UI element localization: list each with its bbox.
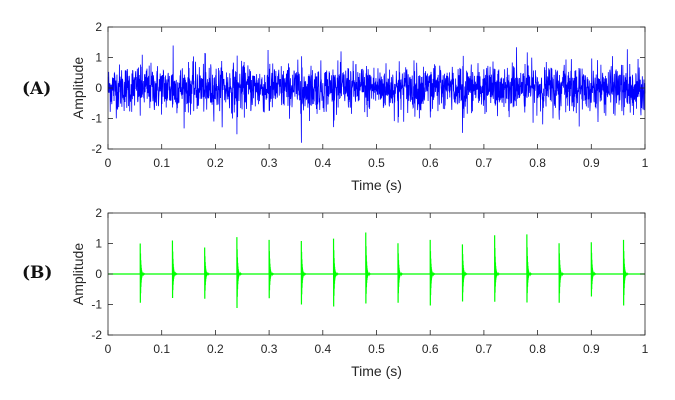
y-tick-label: -2	[91, 142, 102, 156]
x-tick-label: 0	[105, 342, 112, 356]
y-tick-label: 0	[95, 267, 102, 281]
y-tick-label: -2	[91, 328, 102, 342]
x-tick-label: 1	[642, 342, 649, 356]
y-tick-label: 1	[95, 51, 102, 65]
x-tick-label: 0.8	[529, 342, 546, 356]
y-tick-label: 2	[95, 206, 102, 220]
x-tick-label: 0.6	[422, 156, 439, 170]
y-tick-label: 1	[95, 237, 102, 251]
y-tick-label: -1	[91, 298, 102, 312]
plot-a: 0 0.1 0.2 0.3 0.4 0.5 0.6 0.7 0.8 0.9 1 -2 -1 0 1 2 Time…	[22, 20, 649, 193]
x-tick-label: 0.8	[529, 156, 546, 170]
x-tick-label: 0.4	[314, 156, 331, 170]
x-tick-label: 0	[105, 156, 112, 170]
x-tick-label: 0.7	[476, 156, 493, 170]
x-axis-label: Time (s)	[351, 363, 402, 379]
x-tick-label: 0.2	[207, 156, 224, 170]
x-tick-label: 0.9	[583, 342, 600, 356]
series-line	[108, 232, 645, 308]
x-axis-label: Time (s)	[351, 177, 402, 193]
x-tick-label: 0.6	[422, 342, 439, 356]
x-tick-label: 0.3	[261, 342, 278, 356]
x-tick-label: 0.1	[153, 156, 170, 170]
x-tick-label: 0.1	[153, 342, 170, 356]
y-tick-label: -1	[91, 112, 102, 126]
y-tick-label: 2	[95, 20, 102, 34]
x-tick-label: 0.5	[368, 342, 385, 356]
plot-b: 0 0.1 0.2 0.3 0.4 0.5 0.6 0.7 0.8 0.9 1 -2 -1 0 1 2 Time…	[22, 206, 649, 379]
x-tick-label: 0.4	[314, 342, 331, 356]
x-tick-label: 1	[642, 156, 649, 170]
x-tick-label: 0.9	[583, 156, 600, 170]
x-tick-label: 0.3	[261, 156, 278, 170]
x-tick-label: 0.5	[368, 156, 385, 170]
panel-label: (A)	[22, 79, 51, 99]
x-tick-label: 0.7	[476, 342, 493, 356]
y-tick-label: 0	[95, 81, 102, 95]
y-axis-label: Amplitude	[70, 57, 86, 119]
y-axis-label: Amplitude	[70, 243, 86, 305]
series-line	[107, 45, 646, 143]
panel-label: (B)	[22, 263, 52, 283]
x-tick-label: 0.2	[207, 342, 224, 356]
